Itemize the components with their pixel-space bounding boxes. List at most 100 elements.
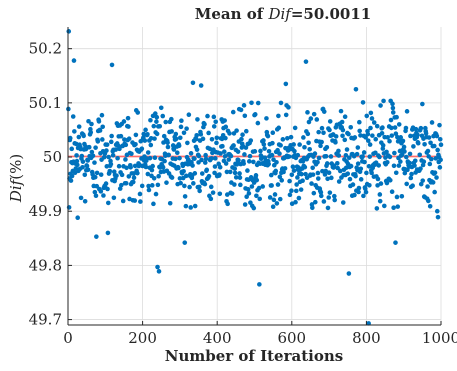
data-point <box>398 135 404 140</box>
data-point <box>253 173 259 178</box>
data-point <box>357 119 362 125</box>
data-point <box>214 140 219 146</box>
data-point <box>355 145 361 150</box>
data-point <box>149 167 155 173</box>
data-point <box>235 149 241 154</box>
data-point <box>245 168 250 173</box>
data-point <box>278 100 284 106</box>
data-point <box>280 137 286 142</box>
data-point <box>78 146 83 152</box>
data-point <box>395 134 400 140</box>
data-point <box>392 150 397 156</box>
data-point <box>390 110 396 115</box>
data-point <box>171 147 177 152</box>
data-point <box>257 282 262 287</box>
data-point <box>123 157 128 162</box>
data-point <box>145 150 151 155</box>
data-point <box>427 161 433 167</box>
data-point <box>292 125 298 131</box>
data-point <box>247 153 253 159</box>
data-point <box>240 132 245 138</box>
data-point <box>137 191 143 197</box>
data-point <box>358 177 364 182</box>
data-point <box>336 179 342 184</box>
data-point <box>255 100 261 106</box>
data-point <box>266 148 272 154</box>
data-point <box>297 142 302 147</box>
data-point <box>282 166 288 171</box>
data-point <box>327 127 332 133</box>
y-tick-label: 49.7 <box>29 311 62 329</box>
data-point <box>335 161 340 166</box>
data-point <box>103 181 109 186</box>
data-point <box>177 155 182 161</box>
data-point <box>221 149 227 154</box>
data-point <box>149 183 155 188</box>
data-point <box>346 155 352 161</box>
data-point <box>206 173 212 179</box>
data-point <box>266 161 271 167</box>
data-point <box>202 121 207 127</box>
data-point <box>268 172 274 178</box>
data-point <box>132 198 138 203</box>
data-point <box>287 192 293 198</box>
data-point <box>213 119 219 125</box>
data-point <box>200 136 206 142</box>
data-point <box>354 151 360 157</box>
data-point <box>345 171 351 177</box>
data-point <box>116 163 122 169</box>
data-point <box>244 194 249 199</box>
data-point <box>145 131 150 137</box>
data-point <box>257 196 263 202</box>
data-point <box>308 116 314 121</box>
data-point <box>373 136 379 142</box>
data-point <box>314 117 320 122</box>
data-point <box>275 147 280 153</box>
data-point <box>128 164 133 170</box>
data-point <box>202 181 208 187</box>
data-point <box>274 201 280 206</box>
data-point <box>360 154 365 159</box>
data-point <box>369 116 375 121</box>
data-point <box>321 199 327 204</box>
data-point <box>394 194 400 200</box>
data-point <box>412 163 417 168</box>
data-point <box>261 138 266 143</box>
data-point <box>246 159 252 164</box>
data-point <box>85 167 91 173</box>
data-point <box>396 163 402 168</box>
data-point <box>352 135 358 140</box>
data-point <box>393 240 398 245</box>
data-point <box>288 134 294 140</box>
data-point <box>254 193 259 199</box>
data-point <box>399 193 405 199</box>
data-point <box>197 188 202 194</box>
data-point <box>121 119 127 124</box>
data-point <box>332 197 337 203</box>
data-point <box>181 168 186 174</box>
data-point <box>94 170 100 176</box>
data-point <box>291 142 296 147</box>
data-point <box>92 174 98 180</box>
data-point <box>192 156 197 161</box>
data-point <box>409 171 414 177</box>
data-point <box>252 112 258 117</box>
data-point <box>290 164 296 170</box>
data-point <box>217 172 222 177</box>
data-point <box>94 234 99 239</box>
data-point <box>366 163 372 169</box>
x-tick-label: 0 <box>63 329 73 347</box>
data-point <box>126 174 132 179</box>
data-point <box>249 184 255 189</box>
data-point <box>182 183 187 189</box>
data-point <box>86 144 92 150</box>
data-point <box>402 170 408 176</box>
data-point <box>350 182 356 187</box>
data-point <box>343 152 349 158</box>
data-point <box>285 135 290 141</box>
data-point <box>384 159 390 165</box>
data-point <box>123 181 129 186</box>
data-point <box>208 196 214 202</box>
data-point <box>98 189 104 194</box>
